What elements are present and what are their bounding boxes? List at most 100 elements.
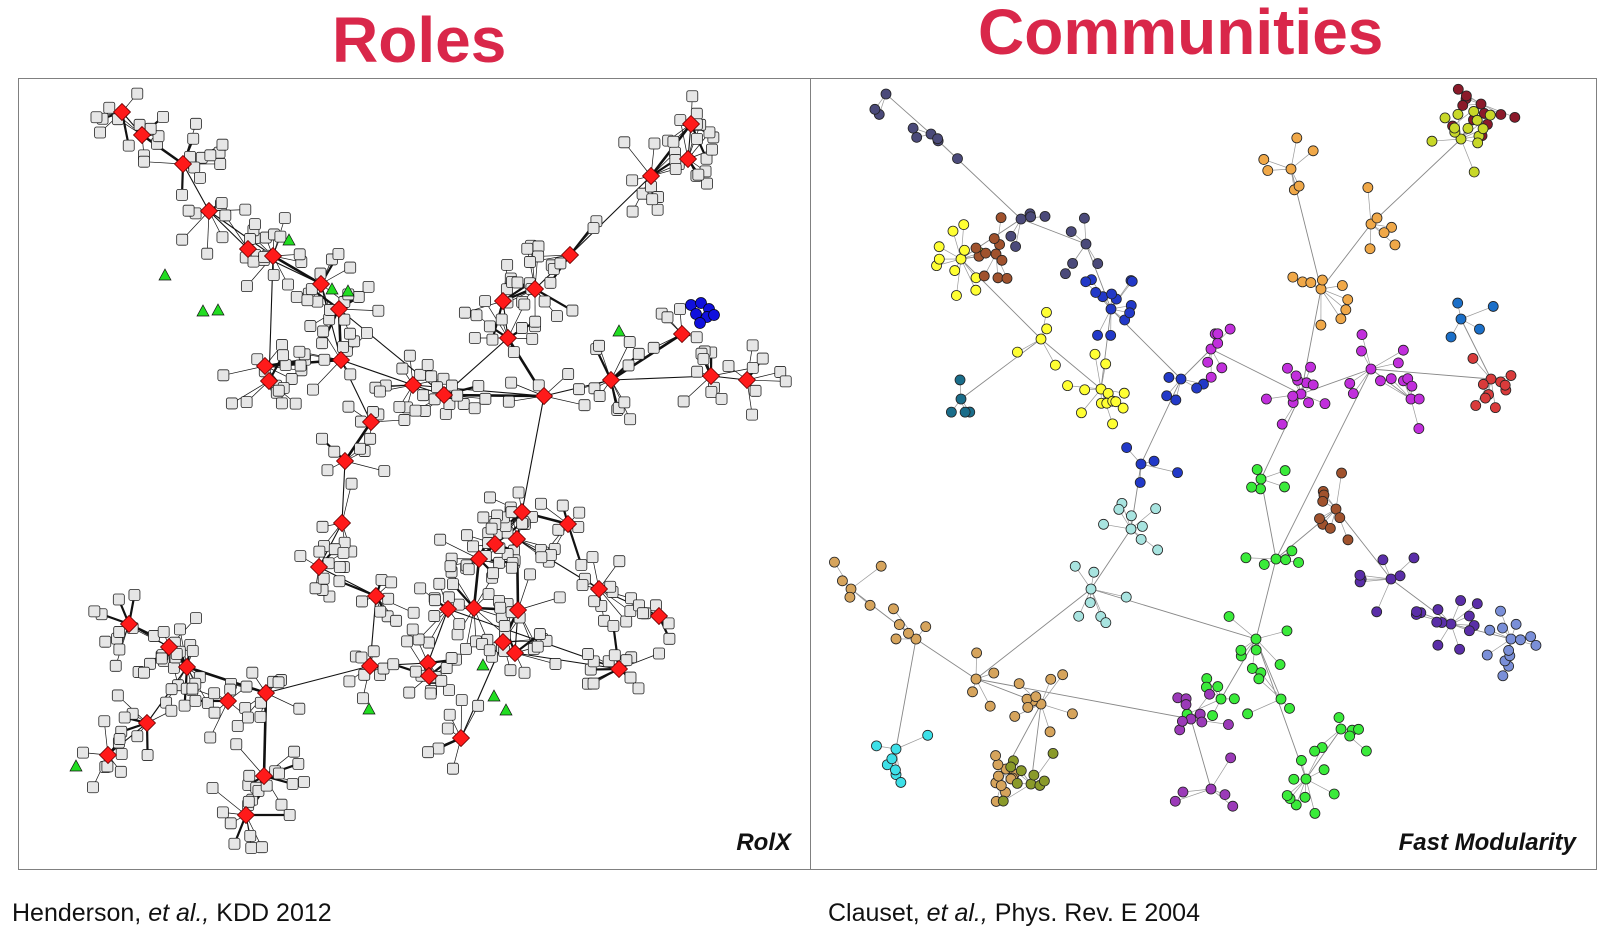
periphery-role-node xyxy=(188,161,201,174)
bridge-role-node xyxy=(558,514,578,534)
community-node xyxy=(933,253,945,265)
network-edge xyxy=(1450,603,1478,625)
community-node xyxy=(1364,243,1376,255)
network-edge xyxy=(1260,672,1282,700)
community-node xyxy=(1258,154,1270,165)
network-edge xyxy=(1247,698,1282,715)
community-node xyxy=(1100,617,1112,629)
community-node xyxy=(996,254,1008,266)
citation-venue: Phys. Rev. E 2004 xyxy=(987,899,1200,927)
network-edge xyxy=(1190,718,1212,790)
periphery-role-node xyxy=(170,647,183,660)
blue-role-node xyxy=(708,309,720,321)
community-node xyxy=(1347,388,1359,399)
community-node xyxy=(1223,611,1235,622)
periphery-role-node xyxy=(468,332,481,344)
periphery-role-node xyxy=(279,359,292,372)
community-node xyxy=(1290,370,1302,382)
periphery-role-node xyxy=(486,333,499,346)
community-node xyxy=(1439,112,1451,124)
periphery-role-node xyxy=(332,248,345,260)
community-node xyxy=(1025,211,1037,223)
periphery-role-node xyxy=(626,205,639,218)
community-node xyxy=(945,406,957,418)
periphery-role-node xyxy=(512,486,525,499)
community-node xyxy=(954,374,966,386)
periphery-role-node xyxy=(544,276,557,289)
periphery-role-node xyxy=(493,556,506,569)
network-edge xyxy=(1367,187,1372,225)
network-edge xyxy=(427,608,449,664)
periphery-role-node xyxy=(553,591,566,604)
community-node xyxy=(1066,708,1078,720)
community-node xyxy=(1296,755,1307,766)
periphery-role-node xyxy=(485,522,498,535)
green-role-node xyxy=(499,703,513,716)
network-edge xyxy=(1340,728,1367,752)
community-node xyxy=(1408,552,1420,564)
periphery-role-node xyxy=(94,126,106,139)
periphery-role-node xyxy=(462,563,475,576)
bridge-role-node xyxy=(589,579,609,599)
periphery-role-node xyxy=(282,278,294,291)
network-edge xyxy=(1180,348,1212,380)
periphery-role-node xyxy=(417,389,430,402)
bridge-role-node xyxy=(507,529,527,549)
community-node xyxy=(837,575,848,587)
periphery-role-node xyxy=(646,193,659,206)
periphery-role-node xyxy=(662,617,675,630)
community-node xyxy=(1076,407,1087,419)
periphery-role-node xyxy=(214,158,227,170)
periphery-role-node xyxy=(651,203,664,216)
community-node xyxy=(947,225,959,237)
community-node xyxy=(1455,595,1467,606)
periphery-role-node xyxy=(337,546,350,559)
periphery-role-node xyxy=(144,657,156,670)
periphery-role-node xyxy=(588,595,601,608)
community-node xyxy=(1463,610,1475,622)
periphery-role-node xyxy=(88,605,101,618)
community-node xyxy=(971,647,983,659)
periphery-role-node xyxy=(502,395,515,408)
periphery-role-node xyxy=(294,550,307,563)
community-node xyxy=(1413,423,1425,434)
bridge-role-node xyxy=(493,291,513,311)
periphery-role-node xyxy=(344,327,356,340)
network-edge xyxy=(610,341,631,381)
community-node xyxy=(1474,323,1485,335)
community-node xyxy=(1344,378,1356,389)
network-edge xyxy=(265,665,371,694)
periphery-role-node xyxy=(443,684,455,696)
community-node xyxy=(1365,363,1377,375)
community-node xyxy=(1334,512,1346,524)
periphery-role-node xyxy=(382,592,395,605)
community-node xyxy=(1205,783,1217,795)
bridge-role-node xyxy=(309,557,329,577)
community-node xyxy=(1098,518,1109,530)
community-node xyxy=(1485,373,1497,385)
community-node xyxy=(1284,702,1295,714)
network-edge xyxy=(1090,528,1132,590)
periphery-role-node xyxy=(230,738,243,751)
periphery-role-node xyxy=(115,748,128,760)
network-edge xyxy=(1305,728,1342,780)
periphery-role-node xyxy=(304,320,317,332)
periphery-role-node xyxy=(254,710,267,723)
community-node xyxy=(1432,604,1444,615)
periphery-role-node xyxy=(447,762,459,775)
periphery-role-node xyxy=(289,397,302,410)
periphery-role-node xyxy=(355,651,368,664)
periphery-role-node xyxy=(412,633,425,646)
community-node xyxy=(1475,98,1487,110)
bridge-role-node xyxy=(534,386,554,406)
network-edge xyxy=(534,288,573,312)
periphery-role-node xyxy=(356,692,369,705)
periphery-role-node xyxy=(387,658,400,671)
periphery-role-node xyxy=(275,798,288,811)
periphery-role-node xyxy=(255,841,268,854)
communities-heading: Communities xyxy=(978,0,1384,68)
community-node xyxy=(1457,100,1469,111)
network-edge xyxy=(1040,338,1102,390)
community-node xyxy=(1452,109,1464,120)
community-node xyxy=(1078,212,1090,224)
